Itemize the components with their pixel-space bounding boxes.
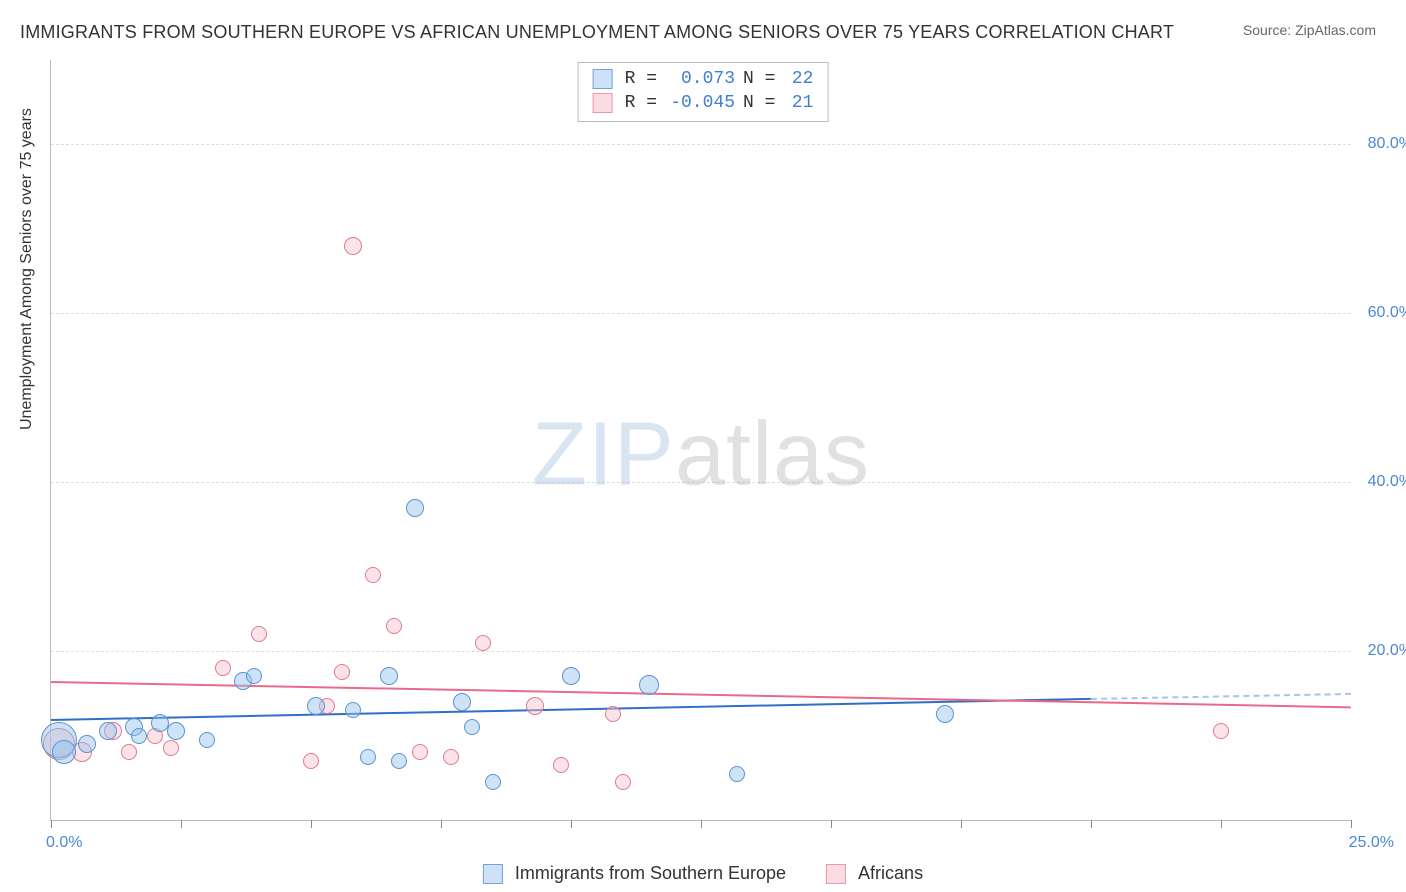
- data-point: [936, 705, 954, 723]
- data-point: [562, 667, 580, 685]
- legend-series: Immigrants from Southern Europe Africans: [483, 863, 923, 884]
- gridline: [51, 313, 1351, 314]
- n-value-pink: 21: [783, 91, 813, 115]
- legend-stats-row-pink: R = -0.045 N = 21: [593, 91, 814, 115]
- data-point: [307, 697, 325, 715]
- n-value-blue: 22: [783, 67, 813, 91]
- data-point: [615, 774, 631, 790]
- x-tick: [1351, 820, 1352, 828]
- data-point: [526, 697, 544, 715]
- gridline: [51, 651, 1351, 652]
- data-point: [412, 744, 428, 760]
- trendline-extension: [1091, 692, 1351, 699]
- data-point: [639, 675, 659, 695]
- data-point: [121, 744, 137, 760]
- data-point: [475, 635, 491, 651]
- data-point: [464, 719, 480, 735]
- x-tick: [961, 820, 962, 828]
- y-axis-label: Unemployment Among Seniors over 75 years: [18, 108, 36, 430]
- watermark: ZIPatlas: [532, 404, 870, 507]
- data-point: [215, 660, 231, 676]
- data-point: [553, 757, 569, 773]
- x-tick: [181, 820, 182, 828]
- gridline: [51, 144, 1351, 145]
- watermark-atlas: atlas: [675, 405, 870, 505]
- legend-item-blue: Immigrants from Southern Europe: [483, 863, 786, 884]
- x-tick: [571, 820, 572, 828]
- legend-label-pink: Africans: [858, 863, 923, 884]
- data-point: [163, 740, 179, 756]
- source-name: ZipAtlas.com: [1295, 22, 1376, 38]
- r-label: R =: [625, 67, 657, 91]
- data-point: [453, 693, 471, 711]
- x-tick: [311, 820, 312, 828]
- y-tick-label: 60.0%: [1368, 304, 1406, 322]
- legend-item-pink: Africans: [826, 863, 923, 884]
- data-point: [1213, 723, 1229, 739]
- n-label: N =: [743, 67, 775, 91]
- data-point: [391, 753, 407, 769]
- swatch-blue-icon: [483, 864, 503, 884]
- x-tick: [51, 820, 52, 828]
- data-point: [360, 749, 376, 765]
- source-label: Source:: [1243, 22, 1291, 38]
- swatch-blue-icon: [593, 69, 613, 89]
- y-tick-label: 20.0%: [1368, 642, 1406, 660]
- chart-container: IMMIGRANTS FROM SOUTHERN EUROPE VS AFRIC…: [0, 0, 1406, 892]
- x-tick: [701, 820, 702, 828]
- data-point: [167, 722, 185, 740]
- data-point: [52, 740, 76, 764]
- data-point: [99, 722, 117, 740]
- legend-stats-row-blue: R = 0.073 N = 22: [593, 67, 814, 91]
- trendline: [51, 698, 1091, 721]
- data-point: [131, 728, 147, 744]
- data-point: [78, 735, 96, 753]
- x-tick: [1091, 820, 1092, 828]
- data-point: [303, 753, 319, 769]
- watermark-zip: ZIP: [532, 405, 675, 505]
- data-point: [485, 774, 501, 790]
- data-point: [443, 749, 459, 765]
- gridline: [51, 482, 1351, 483]
- r-label: R =: [625, 91, 657, 115]
- x-tick: [441, 820, 442, 828]
- x-tick-max: 25.0%: [1349, 834, 1394, 852]
- data-point: [344, 237, 362, 255]
- legend-stats: R = 0.073 N = 22 R = -0.045 N = 21: [578, 62, 829, 122]
- plot-area: ZIPatlas 20.0%40.0%60.0%80.0%: [50, 60, 1351, 821]
- data-point: [334, 664, 350, 680]
- data-point: [246, 668, 262, 684]
- data-point: [380, 667, 398, 685]
- data-point: [406, 499, 424, 517]
- data-point: [386, 618, 402, 634]
- swatch-pink-icon: [593, 93, 613, 113]
- data-point: [605, 706, 621, 722]
- chart-title: IMMIGRANTS FROM SOUTHERN EUROPE VS AFRIC…: [20, 22, 1174, 43]
- data-point: [251, 626, 267, 642]
- x-tick: [831, 820, 832, 828]
- n-label: N =: [743, 91, 775, 115]
- legend-label-blue: Immigrants from Southern Europe: [515, 863, 786, 884]
- r-value-blue: 0.073: [665, 67, 735, 91]
- data-point: [729, 766, 745, 782]
- source-credit: Source: ZipAtlas.com: [1243, 22, 1376, 38]
- x-tick: [1221, 820, 1222, 828]
- data-point: [345, 702, 361, 718]
- y-tick-label: 80.0%: [1368, 135, 1406, 153]
- x-tick-min: 0.0%: [46, 834, 82, 852]
- swatch-pink-icon: [826, 864, 846, 884]
- data-point: [365, 567, 381, 583]
- data-point: [199, 732, 215, 748]
- y-tick-label: 40.0%: [1368, 473, 1406, 491]
- r-value-pink: -0.045: [665, 91, 735, 115]
